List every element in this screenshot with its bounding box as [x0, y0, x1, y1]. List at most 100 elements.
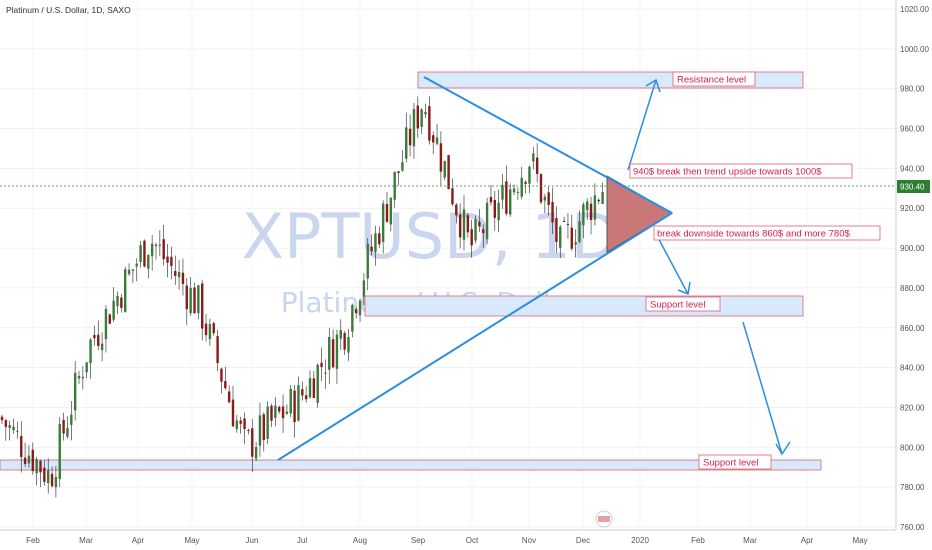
candle-body [139, 245, 142, 262]
candle-body [23, 457, 27, 465]
candle-body [47, 470, 50, 484]
x-tick-label: Dec [576, 536, 590, 545]
candle-body [366, 243, 369, 279]
candle-body [512, 188, 516, 193]
candle-body [89, 339, 92, 364]
candle-series [0, 96, 604, 498]
candle-body [193, 287, 196, 314]
candle-body [43, 467, 46, 482]
candle-body [539, 174, 543, 203]
candle-body [77, 375, 81, 379]
svg-text:break downside towards 860$ an: break downside towards 860$ and more 780… [657, 229, 850, 240]
candle-body [0, 416, 4, 421]
candle-body [439, 143, 443, 172]
y-axis[interactable]: 760.00 780.00 800.00 820.00 840.00 860.00 880.… [900, 5, 929, 532]
candle-body [131, 269, 135, 271]
candle-body [162, 239, 165, 260]
candle-body [100, 343, 104, 351]
candle-body [35, 459, 38, 474]
x-tick-label: Apr [801, 536, 814, 545]
candle-body [54, 476, 58, 488]
candle-body [266, 406, 269, 439]
candle-body [566, 223, 570, 225]
candle-body [528, 166, 531, 184]
x-tick-label: Jun [246, 536, 259, 545]
x-tick-label: Feb [26, 536, 40, 545]
candle-body [474, 219, 477, 241]
watermark-symbol: XPTUSD, 1D [242, 200, 619, 273]
y-tick-label: 840.00 [900, 364, 925, 373]
descending-trendline[interactable] [423, 76, 673, 214]
candle-body [501, 184, 504, 200]
candle-body [66, 428, 69, 437]
breakout-down-label: break downside towards 860$ and more 780… [653, 225, 881, 241]
candle-body [343, 333, 346, 350]
x-tick-label: Jul [297, 536, 307, 545]
candle-body [505, 181, 508, 214]
candle-body [270, 405, 273, 421]
candle-body [4, 420, 8, 427]
x-axis[interactable]: Feb Mar Apr May Jun Jul Aug Sep Oct Nov Dec 2020 Feb… [26, 536, 867, 545]
candle-body [220, 368, 223, 382]
candle-body [543, 196, 547, 201]
candle-body [405, 127, 408, 159]
candle-body [124, 269, 127, 313]
candle-body [593, 195, 597, 220]
y-tick-label: 760.00 [900, 523, 925, 532]
candle-body [497, 202, 500, 221]
candle-body [247, 430, 250, 432]
candle-body [320, 362, 323, 368]
x-tick-label: 2020 [631, 536, 649, 545]
candle-body [462, 209, 466, 240]
candle-body [297, 385, 300, 421]
x-tick-label: Aug [353, 536, 367, 545]
candle-body [143, 240, 146, 267]
svg-text:Resistance level: Resistance level [677, 75, 746, 86]
candle-body [147, 254, 150, 269]
y-tick-label: 800.00 [900, 443, 925, 452]
candle-body [285, 411, 289, 414]
candle-body [447, 155, 450, 190]
candle-body [27, 455, 31, 464]
candle-body [231, 399, 235, 427]
candle-body [31, 449, 34, 472]
candle-body [170, 256, 173, 266]
candle-body [412, 109, 416, 147]
y-tick-label: 940.00 [900, 164, 925, 173]
candle-body [85, 362, 88, 373]
candle-body [293, 390, 296, 423]
candle-body [582, 204, 585, 226]
candle-body [331, 339, 335, 368]
candle-body [50, 473, 54, 487]
y-tick-label: 1020.00 [900, 5, 929, 14]
support-zone-upper[interactable] [364, 295, 804, 317]
candle-body [370, 246, 373, 252]
chart-title: Platinum / U.S. Dollar, 1D, SAXO [6, 5, 131, 15]
x-tick-label: May [852, 536, 867, 545]
candle-body [281, 406, 285, 419]
y-tick-label: 900.00 [900, 244, 925, 253]
candle-body [189, 287, 192, 314]
candle-body [12, 426, 15, 431]
candle-body [509, 189, 512, 215]
candle-body [201, 283, 204, 329]
candle-body [73, 372, 77, 411]
candle-body [555, 218, 558, 242]
candle-body [258, 415, 262, 446]
ascending-trendline[interactable] [277, 212, 673, 461]
candle-body [374, 233, 377, 252]
candle-body [339, 330, 342, 339]
candle-body [328, 336, 331, 370]
arrow-down-long-icon [742, 321, 791, 456]
y-tick-label: 880.00 [900, 284, 925, 293]
candle-body [304, 395, 308, 400]
candle-body [570, 227, 573, 249]
support-zone-lower[interactable] [0, 459, 822, 471]
x-tick-label: Oct [466, 536, 479, 545]
breakout-up-label: 940$ break then trend upside towards 100… [629, 163, 853, 179]
y-tick-label: 980.00 [900, 85, 925, 94]
candle-body [154, 244, 158, 246]
event-flag-icon[interactable] [595, 510, 613, 528]
